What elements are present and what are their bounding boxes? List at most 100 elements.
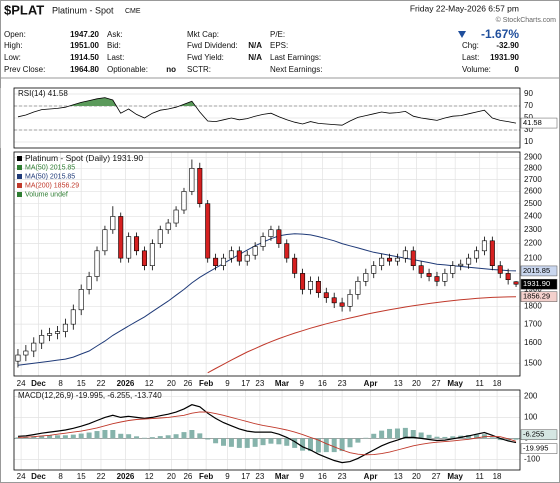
candle-body	[118, 216, 124, 259]
candle-body	[434, 276, 440, 282]
value-tag-bg	[520, 443, 558, 454]
histogram-bar	[355, 438, 361, 443]
candle-body	[481, 240, 487, 252]
x-tick-label: Mar	[275, 472, 289, 481]
candle-body	[394, 257, 400, 262]
candle-body	[347, 294, 353, 307]
x-tick-label: 20	[167, 379, 176, 388]
x-tick-label: 8	[58, 472, 63, 481]
quote-value: -1.67%	[481, 27, 519, 41]
candle-body	[31, 342, 37, 352]
x-tick-label: 20	[412, 379, 421, 388]
candle-body	[363, 273, 369, 282]
histogram-bar	[244, 438, 250, 448]
y-tick-label: 1500	[524, 358, 542, 367]
histogram-bar	[347, 438, 353, 448]
quote-label: Prev Close:	[4, 65, 45, 74]
histogram-bar	[213, 438, 219, 444]
value-tag: 41.58	[523, 118, 542, 127]
y-tick-label: 2800	[524, 163, 542, 172]
x-tick-label: 18	[493, 379, 502, 388]
value-tag: 1856.29	[523, 292, 550, 301]
candle-body	[62, 323, 68, 332]
histogram-bar	[78, 433, 84, 439]
candle-body	[189, 167, 195, 192]
histogram-bar	[513, 438, 519, 440]
candle-body	[268, 229, 274, 237]
x-tick-label: May	[447, 472, 463, 481]
histogram-bar	[466, 435, 472, 439]
histogram-bar	[402, 427, 408, 439]
y-tick-label: 2900	[524, 152, 542, 161]
candle-body	[15, 354, 21, 362]
x-tick-label: 16	[318, 379, 327, 388]
candle-body	[300, 273, 306, 290]
candle-body	[339, 302, 345, 307]
histogram-bar	[363, 437, 369, 439]
histogram-bar	[442, 436, 448, 439]
x-tick-label: 8	[58, 379, 63, 388]
candle-body	[307, 281, 313, 290]
candle-body	[387, 257, 393, 262]
candle-body	[323, 292, 329, 299]
histogram-bar	[394, 428, 400, 439]
x-tick-label: 9	[300, 472, 305, 481]
histogram-bar	[276, 438, 282, 445]
quote-label: Fwd Yield:	[187, 53, 224, 62]
x-tick-label: 24	[17, 472, 26, 481]
y-tick-label: 2100	[524, 253, 542, 262]
histogram-bar	[418, 432, 424, 439]
x-tick-label: 27	[432, 379, 441, 388]
histogram-bar	[379, 430, 385, 439]
rsi-line	[17, 97, 517, 126]
x-tick-label: 2026	[117, 379, 135, 388]
histogram-bar	[505, 438, 511, 441]
histogram-bar	[292, 438, 298, 448]
candle-body	[489, 240, 495, 266]
histogram-bar	[474, 434, 480, 439]
histogram-bar	[228, 438, 234, 447]
candle-body	[466, 257, 472, 265]
histogram-bar	[284, 438, 290, 446]
candle-body	[426, 273, 432, 277]
candle-body	[418, 265, 424, 274]
candle-body	[47, 333, 53, 336]
histogram-bar	[426, 434, 432, 439]
quote-label: Fwd Dividend:	[187, 41, 238, 50]
legend-swatch	[17, 192, 22, 197]
candle-body	[410, 250, 416, 266]
value-tag-bg	[520, 278, 558, 290]
y-tick-label: 2500	[524, 199, 542, 208]
candle-body	[497, 265, 503, 274]
candle-body	[173, 209, 179, 224]
x-tick-label: 20	[167, 472, 176, 481]
quote-label: High:	[4, 41, 23, 50]
candle-body	[86, 276, 92, 290]
instrument-name: Platinum - Spot	[52, 5, 114, 15]
histogram-bar	[157, 436, 163, 439]
x-tick-label: 16	[318, 472, 327, 481]
candle-body	[165, 222, 171, 231]
histogram-bar	[189, 430, 195, 439]
x-tick-label: 23	[255, 472, 264, 481]
value-tag: 2015.85	[523, 266, 550, 275]
y-tick-label: 1800	[524, 301, 542, 310]
histogram-bar	[307, 438, 313, 452]
quote-value: N/A	[248, 53, 262, 62]
histogram-bar	[339, 438, 345, 452]
legend-entry: MA(50) 2015.85	[25, 164, 75, 171]
candle-body	[252, 246, 258, 256]
candle-body	[157, 229, 163, 244]
candle-body	[181, 191, 187, 211]
quote-label: Low:	[4, 53, 21, 62]
y-tick-label: 100	[524, 412, 538, 421]
x-tick-label: 9	[300, 379, 305, 388]
quote-value: -32.90	[496, 41, 519, 50]
signal-line	[17, 411, 517, 456]
candle-body	[355, 281, 361, 295]
legend-entry: MA(50) 2015.85	[25, 173, 75, 180]
candle-body	[292, 257, 298, 274]
histogram-bar	[134, 436, 140, 439]
y-tick-label: 90	[524, 89, 533, 98]
